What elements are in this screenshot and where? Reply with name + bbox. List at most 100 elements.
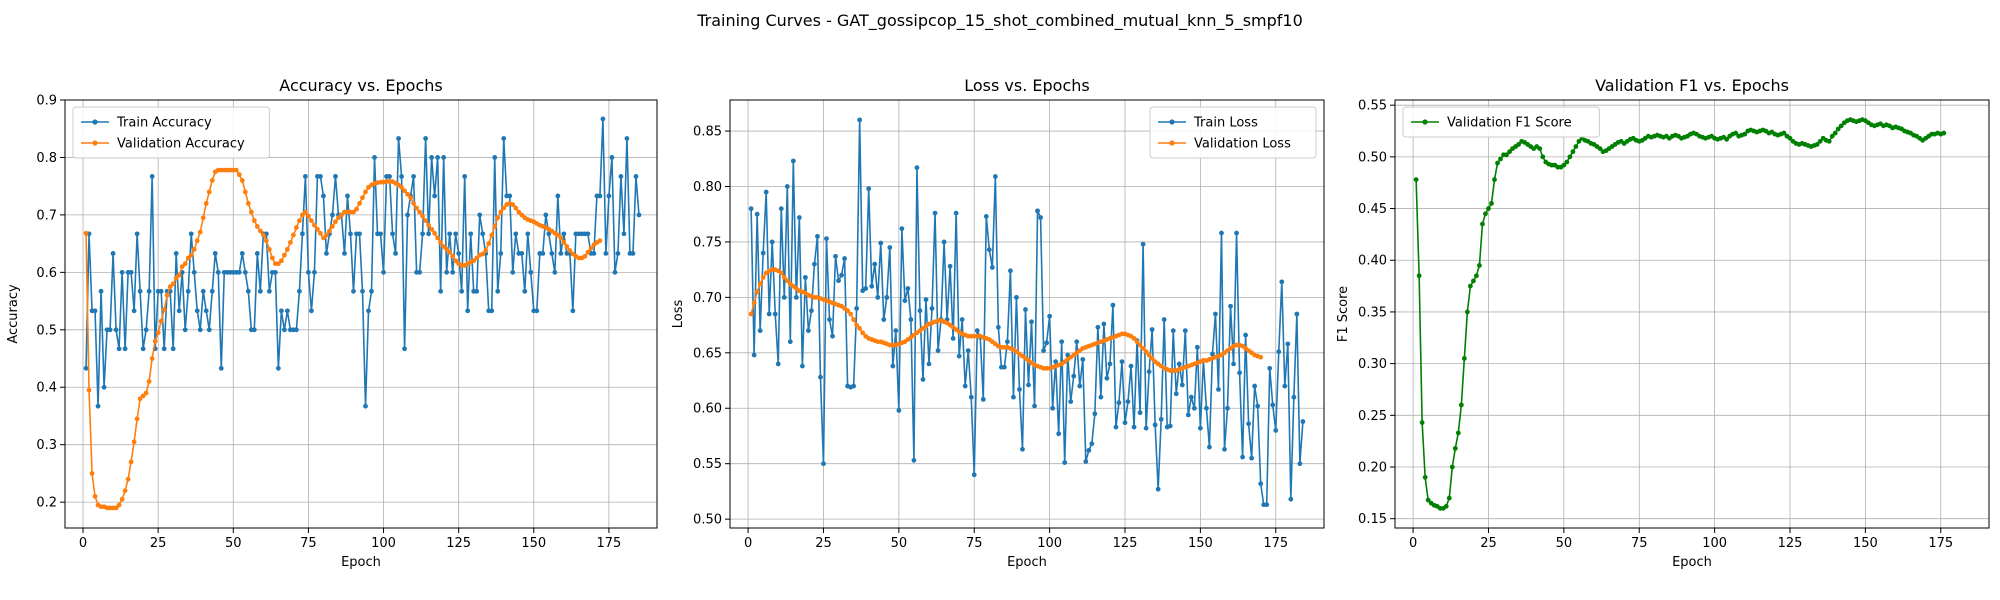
data-point <box>818 374 823 380</box>
data-point <box>1020 446 1025 452</box>
data-point <box>902 298 908 304</box>
data-point <box>462 174 468 179</box>
data-point <box>1068 399 1074 404</box>
data-point <box>1155 486 1161 492</box>
data-point <box>480 251 486 257</box>
series-2 <box>748 267 1264 373</box>
data-point <box>510 269 516 275</box>
data-point <box>251 327 257 333</box>
data-point <box>1835 126 1841 132</box>
data-point <box>122 488 128 494</box>
data-point <box>429 226 435 232</box>
data-point <box>1095 324 1101 330</box>
data-point <box>242 189 248 195</box>
data-point <box>119 496 125 502</box>
data-point <box>417 269 422 275</box>
data-point <box>483 248 489 253</box>
data-point <box>149 174 155 179</box>
data-point <box>348 231 353 237</box>
data-point <box>1125 399 1131 404</box>
data-point <box>498 250 504 256</box>
data-point <box>1170 328 1176 334</box>
data-point <box>278 258 284 264</box>
data-point <box>914 165 920 171</box>
data-point <box>1104 375 1110 381</box>
data-point <box>543 212 549 218</box>
data-point <box>1264 502 1270 508</box>
data-point <box>519 250 525 256</box>
data-point <box>324 232 329 238</box>
series-1 <box>748 117 1306 508</box>
data-point <box>1197 425 1203 431</box>
data-point <box>438 288 444 294</box>
data-point <box>363 403 368 409</box>
data-point <box>1489 200 1494 206</box>
data-point <box>1817 138 1823 144</box>
data-point <box>1188 394 1194 400</box>
data-point <box>1477 263 1482 268</box>
data-point <box>354 206 359 212</box>
x-tick-label: 50 <box>1556 536 1573 551</box>
data-point <box>453 231 459 237</box>
data-point <box>254 250 260 256</box>
data-point <box>321 193 326 199</box>
data-point <box>263 238 269 244</box>
data-point <box>420 213 425 219</box>
x-tick-label: 0 <box>1409 536 1417 551</box>
x-tick-label: 75 <box>1631 536 1648 551</box>
x-axis-label: Epoch <box>1007 555 1047 570</box>
data-point <box>1017 387 1022 392</box>
data-point <box>935 348 941 353</box>
data-point <box>1455 430 1461 436</box>
chart-title: Accuracy vs. Epochs <box>279 76 442 95</box>
data-point <box>1495 160 1500 166</box>
data-point <box>284 308 290 314</box>
data-point <box>303 174 308 179</box>
series-1 <box>83 116 642 409</box>
data-point <box>140 393 146 399</box>
data-point <box>1158 416 1164 422</box>
data-point <box>781 275 787 280</box>
data-point <box>1461 356 1467 361</box>
data-point <box>941 239 947 245</box>
data-point <box>309 218 314 224</box>
data-point <box>1781 130 1787 136</box>
legend-swatch-marker <box>1169 140 1175 146</box>
data-point <box>763 189 769 195</box>
data-point <box>239 178 245 183</box>
data-point <box>854 322 860 328</box>
data-point <box>312 222 317 228</box>
data-point <box>839 272 844 278</box>
data-point <box>806 328 811 334</box>
data-point <box>1240 454 1245 460</box>
data-point <box>293 327 299 333</box>
data-point <box>1561 162 1567 168</box>
x-tick-label: 50 <box>891 536 908 551</box>
data-point <box>116 502 122 508</box>
data-point <box>1140 241 1146 247</box>
data-point <box>318 230 323 236</box>
data-point <box>501 205 507 211</box>
data-point <box>98 288 104 294</box>
x-tick-label: 125 <box>446 536 471 551</box>
data-point <box>1167 423 1173 429</box>
data-point <box>281 327 287 333</box>
data-point <box>748 311 754 317</box>
data-point <box>1733 130 1739 136</box>
data-point <box>1071 373 1077 379</box>
data-point <box>152 338 158 344</box>
data-point <box>983 214 989 219</box>
data-point <box>965 348 971 353</box>
data-point <box>989 265 995 270</box>
data-point <box>784 278 790 284</box>
y-axis-label: F1 Score <box>1336 286 1351 342</box>
data-point <box>492 155 498 160</box>
data-point <box>1008 268 1013 274</box>
data-point <box>784 184 790 189</box>
y-tick-label: 0.2 <box>36 496 57 511</box>
data-point <box>501 136 507 141</box>
data-point <box>318 174 323 179</box>
data-point <box>1191 405 1197 411</box>
data-point <box>513 231 519 237</box>
chart-3: 0 25 50 75 100 125 150 175 0.15 0.20 0.25 0.30 0.35 0… <box>1336 76 1990 570</box>
